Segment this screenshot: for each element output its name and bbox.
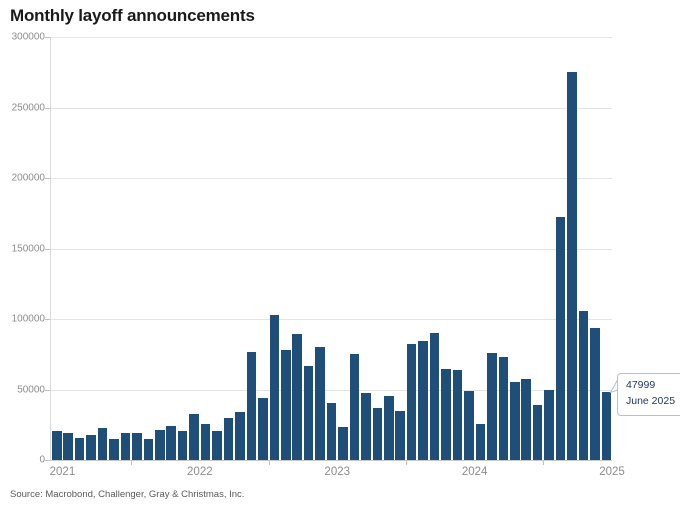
gridline-50000 xyxy=(51,389,612,391)
x-axis-year-tick xyxy=(543,461,545,465)
x-axis-label-2025: 2025 xyxy=(599,466,625,478)
bar-2024-11 xyxy=(521,378,531,460)
bar-2025-02 xyxy=(555,217,566,460)
y-axis-label-200000: 200000 xyxy=(11,172,45,184)
bar-2021-12 xyxy=(120,433,131,460)
bar-2022-11 xyxy=(246,351,257,460)
bar-2023-02 xyxy=(280,350,291,460)
y-axis-tick xyxy=(45,319,50,320)
x-axis-year-tick xyxy=(131,461,133,465)
bar-2022-07 xyxy=(200,423,211,460)
plot-area: 0 50000 100000 150000 200000 250000 300000 2021… xyxy=(12,32,625,479)
y-axis-tick xyxy=(45,248,50,250)
source-note: Source: Macrobond, Challenger, Gray & Ch… xyxy=(10,489,245,500)
bar-2022-03 xyxy=(155,429,165,460)
bar-2024-06 xyxy=(464,391,474,460)
x-axis-label-2021: 2021 xyxy=(49,466,76,478)
bar-2021-06 xyxy=(52,431,62,460)
callout-date: June 2025 xyxy=(626,394,676,407)
bar-2021-08 xyxy=(74,437,85,460)
y-axis-tick xyxy=(45,460,50,461)
bar-2024-09 xyxy=(498,357,509,460)
gridline-300000 xyxy=(51,37,612,38)
bar-2023-06 xyxy=(326,402,337,460)
y-axis-label-50000: 50000 xyxy=(17,384,45,395)
bar-2021-11 xyxy=(109,439,119,460)
bar-2023-11 xyxy=(384,395,394,460)
bar-2024-07 xyxy=(475,423,486,460)
bar-2023-10 xyxy=(372,408,383,460)
gridline-150000 xyxy=(51,248,612,250)
bar-2023-08 xyxy=(349,354,360,460)
bar-2024-02 xyxy=(418,340,428,460)
bar-2022-08 xyxy=(212,431,222,460)
y-axis-label-250000: 250000 xyxy=(11,102,45,113)
bar-2023-05 xyxy=(315,347,325,460)
y-axis-tick xyxy=(45,389,50,391)
y-axis-label-150000: 150000 xyxy=(11,243,45,254)
bar-2025-05 xyxy=(590,327,600,460)
x-axis-year-tick xyxy=(405,461,407,465)
data-callout: 47999 June 2025 xyxy=(617,373,680,416)
gridline-200000 xyxy=(51,178,612,179)
bar-2023-09 xyxy=(361,393,371,460)
y-axis-label-100000: 100000 xyxy=(11,313,45,325)
bar-2022-04 xyxy=(166,425,177,460)
bar-2024-12 xyxy=(532,405,543,460)
bar-2022-02 xyxy=(143,438,154,460)
bar-2022-01 xyxy=(132,433,142,460)
bar-2023-01 xyxy=(269,314,280,460)
bar-2024-04 xyxy=(441,368,451,460)
y-axis-tick xyxy=(45,37,50,38)
bar-2021-10 xyxy=(97,427,108,460)
bar-2025-04 xyxy=(578,311,589,460)
y-axis-tick xyxy=(45,107,50,109)
bar-2025-03 xyxy=(567,71,577,460)
y-axis-label-300000: 300000 xyxy=(11,31,45,43)
x-axis-year-tick xyxy=(268,461,270,465)
callout-value: 47999 xyxy=(626,379,656,391)
bar-2021-07 xyxy=(63,433,73,460)
bar-2022-05 xyxy=(177,430,188,460)
bar-2023-12 xyxy=(395,410,406,460)
chart-title: Monthly layoff announcements xyxy=(10,6,255,25)
x-axis-label-2022: 2022 xyxy=(187,466,213,478)
bar-2023-03 xyxy=(292,333,302,460)
x-axis-label-2023: 2023 xyxy=(324,466,351,478)
gridline-100000 xyxy=(51,319,612,320)
y-axis-tick xyxy=(45,178,50,179)
bar-2022-06 xyxy=(189,414,199,460)
bar-2024-03 xyxy=(429,332,440,460)
bar-2022-09 xyxy=(223,417,234,460)
bar-2025-06 xyxy=(601,392,612,460)
bar-2021-09 xyxy=(86,434,96,460)
bar-2025-01 xyxy=(544,389,554,460)
bar-2024-10 xyxy=(509,381,520,460)
y-axis-label-0: 0 xyxy=(39,454,45,466)
bar-2024-05 xyxy=(452,370,463,460)
bar-2022-12 xyxy=(258,398,268,460)
bar-2024-08 xyxy=(487,353,497,460)
bar-2022-10 xyxy=(235,412,245,460)
bar-2023-04 xyxy=(303,365,314,460)
x-axis-label-2024: 2024 xyxy=(461,466,488,478)
bar-2024-01 xyxy=(406,343,417,460)
bar-2023-07 xyxy=(338,426,348,460)
gridline-250000 xyxy=(51,107,612,109)
